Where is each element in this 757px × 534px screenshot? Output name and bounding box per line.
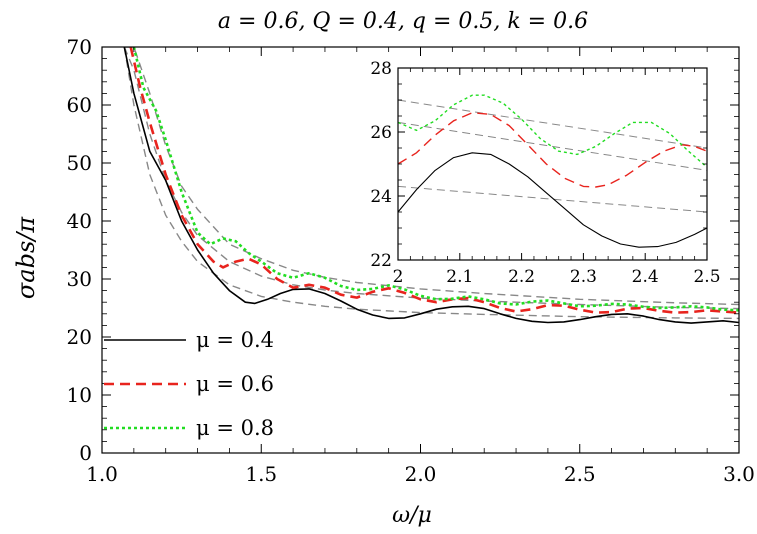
main-series-line-3 (132, 47, 739, 312)
main-reference-curve-2 (123, 47, 739, 310)
main-y-tick-label-4: 30 (67, 267, 92, 291)
legend-label-1: μ = 0.4 (196, 328, 274, 352)
main-y-tick-label-7: 60 (67, 93, 92, 117)
inset-x-tick-label-1: 2 (393, 267, 404, 287)
main-y-tick-label-3: 20 (67, 325, 92, 349)
inset-y-tick-label-4: 28 (370, 59, 392, 79)
main-y-tick-label-5: 40 (67, 209, 92, 233)
inset-x-tick-label-6: 2.5 (693, 267, 720, 287)
main-x-tick-label-2: 1.5 (245, 462, 277, 486)
main-x-tick-label-3: 2.0 (405, 462, 437, 486)
inset-reference-curve-2 (398, 121, 707, 171)
y-axis-label: σabs/π (12, 216, 40, 299)
inset-x-tick-label-5: 2.4 (632, 267, 659, 287)
x-axis-label: ω/μ (392, 503, 432, 528)
legend-label-2: μ = 0.6 (196, 372, 274, 396)
inset-series-line-1 (398, 152, 707, 248)
chart-title: a = 0.6, Q = 0.4, q = 0.5, k = 0.6 (218, 9, 588, 34)
inset-x-tick-label-4: 2.3 (570, 267, 597, 287)
inset-y-tick-label-2: 24 (370, 187, 392, 207)
main-series-line-2 (129, 47, 739, 314)
main-y-tick-label-8: 70 (67, 35, 92, 59)
main-x-tick-label-4: 2.5 (564, 462, 596, 486)
main-x-tick-label-5: 3.0 (723, 462, 755, 486)
inset-y-tick-label-3: 26 (370, 123, 392, 143)
main-reference-curve-3 (124, 47, 739, 306)
main-x-tick-label-1: 1.0 (86, 462, 118, 486)
y-axis-label-text: σabs/π (12, 216, 40, 299)
legend-label-3: μ = 0.8 (196, 416, 274, 440)
inset-y-tick-label-1: 22 (370, 251, 392, 271)
main-y-tick-label-1: 0 (79, 441, 92, 465)
inset-x-tick-label-2: 2.1 (446, 267, 473, 287)
main-plot: 1.0 1.5 2.0 2.5 3.0 0 10 20 30 40 50 60 70 (67, 35, 755, 486)
main-series-line-1 (123, 47, 739, 324)
inset-plot: 2 2.1 2.2 2.3 2.4 2.5 22 24 26 28 (370, 59, 720, 287)
inset-series-line-3 (398, 94, 707, 168)
main-y-tick-label-6: 50 (67, 151, 92, 175)
inset-background (398, 68, 707, 260)
main-y-tick-label-2: 10 (67, 383, 92, 407)
inset-series-line-2 (398, 112, 707, 188)
legend: μ = 0.4 μ = 0.6 μ = 0.8 (104, 328, 274, 440)
inset-x-tick-label-3: 2.2 (508, 267, 535, 287)
main-reference-curve-1 (123, 47, 739, 320)
